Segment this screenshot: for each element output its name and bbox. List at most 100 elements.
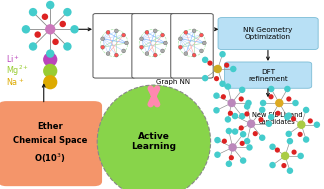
FancyBboxPatch shape — [0, 101, 102, 186]
Ellipse shape — [247, 120, 255, 128]
Ellipse shape — [268, 86, 274, 92]
Ellipse shape — [43, 64, 57, 78]
Ellipse shape — [101, 45, 105, 49]
Ellipse shape — [179, 45, 182, 49]
FancyBboxPatch shape — [171, 14, 213, 78]
Ellipse shape — [43, 52, 57, 67]
Ellipse shape — [222, 139, 227, 144]
Ellipse shape — [228, 143, 237, 152]
FancyBboxPatch shape — [218, 18, 318, 50]
Ellipse shape — [244, 111, 249, 117]
Text: Graph NN: Graph NN — [156, 79, 191, 85]
Ellipse shape — [275, 147, 280, 153]
Ellipse shape — [297, 132, 303, 137]
Ellipse shape — [145, 52, 149, 56]
Ellipse shape — [303, 107, 309, 113]
Ellipse shape — [106, 30, 110, 34]
Ellipse shape — [140, 37, 144, 41]
Ellipse shape — [60, 21, 66, 27]
Ellipse shape — [29, 42, 37, 51]
Ellipse shape — [239, 125, 244, 131]
Ellipse shape — [230, 66, 237, 72]
Ellipse shape — [63, 8, 72, 16]
Ellipse shape — [266, 121, 272, 127]
Ellipse shape — [200, 33, 203, 37]
Ellipse shape — [114, 29, 118, 33]
Ellipse shape — [297, 153, 304, 159]
Ellipse shape — [259, 107, 265, 113]
Ellipse shape — [124, 41, 128, 45]
Ellipse shape — [219, 81, 226, 87]
Ellipse shape — [213, 107, 220, 114]
Ellipse shape — [285, 131, 292, 137]
Ellipse shape — [226, 161, 232, 167]
Ellipse shape — [229, 155, 234, 160]
Ellipse shape — [192, 53, 196, 57]
FancyBboxPatch shape — [93, 14, 135, 78]
Ellipse shape — [42, 14, 48, 20]
Ellipse shape — [214, 65, 222, 73]
Ellipse shape — [140, 45, 144, 49]
Ellipse shape — [184, 52, 188, 56]
Ellipse shape — [275, 99, 284, 107]
Ellipse shape — [286, 96, 291, 101]
Text: DFT
refinement: DFT refinement — [248, 69, 288, 82]
Text: O(10$^3$): O(10$^3$) — [34, 152, 66, 165]
Ellipse shape — [303, 136, 309, 143]
Ellipse shape — [219, 51, 226, 57]
Ellipse shape — [239, 113, 245, 119]
Ellipse shape — [161, 49, 165, 53]
Ellipse shape — [239, 141, 245, 146]
Ellipse shape — [200, 49, 203, 53]
Ellipse shape — [63, 42, 72, 51]
Ellipse shape — [239, 87, 245, 93]
Ellipse shape — [221, 94, 226, 99]
Ellipse shape — [225, 116, 231, 123]
Ellipse shape — [285, 112, 292, 119]
Ellipse shape — [287, 167, 293, 174]
Ellipse shape — [244, 138, 250, 144]
Ellipse shape — [184, 30, 188, 34]
Ellipse shape — [284, 114, 291, 120]
Ellipse shape — [232, 113, 238, 119]
Ellipse shape — [245, 100, 252, 106]
Text: NN Geometry
Optimization: NN Geometry Optimization — [243, 27, 293, 40]
Ellipse shape — [101, 37, 105, 41]
Ellipse shape — [207, 60, 213, 66]
Ellipse shape — [226, 128, 232, 134]
Ellipse shape — [227, 99, 236, 107]
Ellipse shape — [269, 162, 276, 168]
Ellipse shape — [281, 152, 289, 160]
FancyBboxPatch shape — [132, 14, 174, 78]
Ellipse shape — [163, 41, 167, 45]
Ellipse shape — [70, 25, 79, 33]
Ellipse shape — [314, 122, 320, 128]
Ellipse shape — [260, 100, 266, 106]
Ellipse shape — [291, 116, 296, 122]
Ellipse shape — [114, 53, 118, 57]
Ellipse shape — [97, 85, 211, 189]
Ellipse shape — [297, 121, 306, 129]
Ellipse shape — [292, 100, 299, 106]
Ellipse shape — [46, 49, 54, 58]
Ellipse shape — [258, 117, 263, 122]
Ellipse shape — [202, 57, 208, 63]
Ellipse shape — [269, 143, 276, 150]
Ellipse shape — [43, 75, 57, 89]
Text: Mg$^{2+}$: Mg$^{2+}$ — [6, 64, 29, 78]
Ellipse shape — [52, 39, 59, 45]
Ellipse shape — [214, 137, 221, 143]
Text: New SIL Ligand
candidates: New SIL Ligand candidates — [252, 112, 302, 125]
Ellipse shape — [34, 31, 41, 38]
Ellipse shape — [253, 131, 258, 136]
Ellipse shape — [240, 131, 246, 137]
FancyBboxPatch shape — [225, 62, 312, 88]
Ellipse shape — [275, 111, 281, 116]
Ellipse shape — [106, 52, 110, 56]
Ellipse shape — [268, 114, 274, 120]
Ellipse shape — [214, 76, 219, 81]
Ellipse shape — [240, 157, 246, 164]
Ellipse shape — [214, 152, 221, 158]
Text: Active
Learning: Active Learning — [132, 132, 176, 151]
Ellipse shape — [46, 1, 54, 9]
